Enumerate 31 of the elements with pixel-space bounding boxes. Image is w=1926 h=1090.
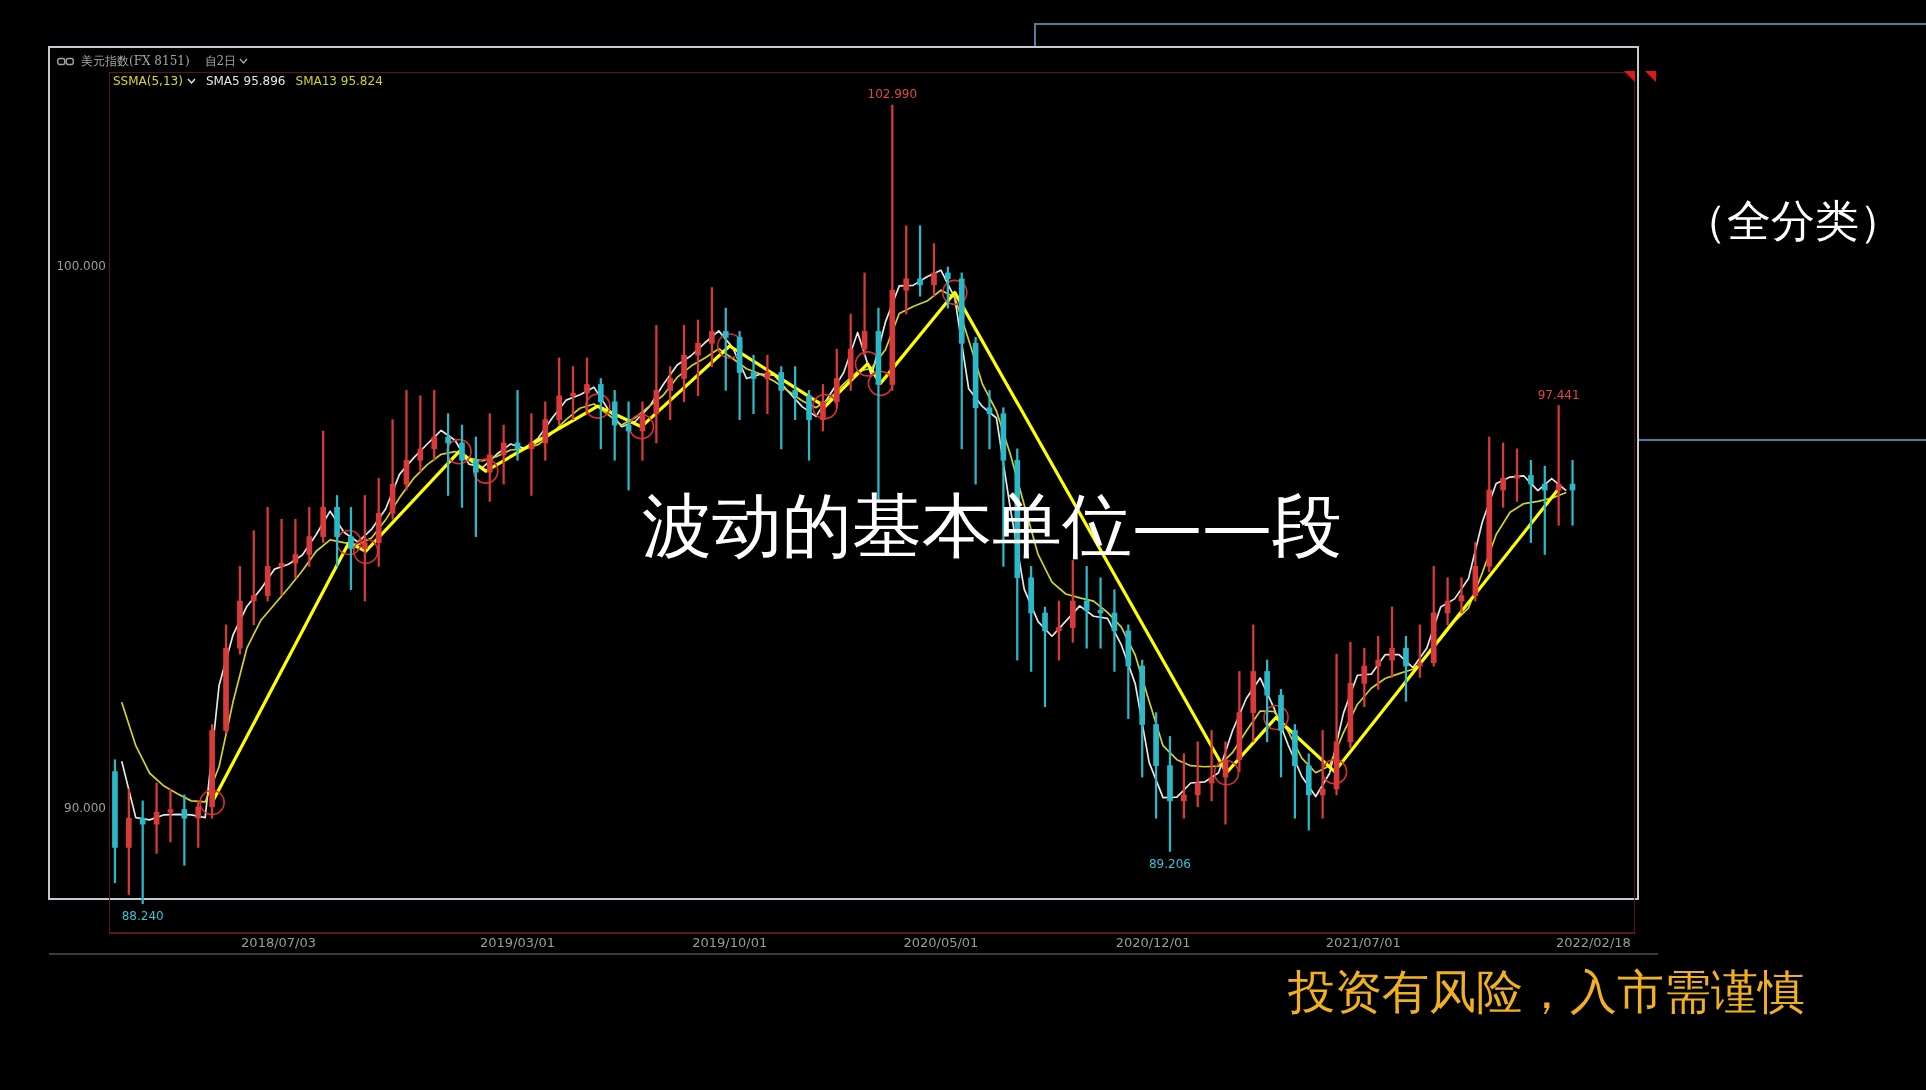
- y-tick-label: 90.000: [64, 800, 106, 815]
- chart-title: 美元指数(FX 8151): [81, 52, 190, 70]
- legend-title: SSMA(5,13): [113, 74, 183, 88]
- x-tick-label: 2018/07/03: [241, 935, 317, 951]
- annotation: 88.240: [121, 908, 164, 923]
- text: 投资有风险，入市需谨慎: [1288, 964, 1805, 1019]
- point: [812, 393, 838, 420]
- x-tick-label: 2021/07/01: [1325, 935, 1401, 951]
- legend-label: SMA5 95.896: [205, 74, 286, 88]
- point: [353, 538, 379, 565]
- point: [628, 413, 655, 440]
- point: [446, 438, 472, 465]
- text: SMA13 95.824: [295, 74, 383, 88]
- y-tick-label: 100.000: [56, 259, 106, 274]
- point: [1213, 759, 1240, 786]
- point: [1263, 704, 1289, 731]
- point: [472, 458, 499, 484]
- annotation: 89.206: [1148, 856, 1191, 871]
- point: [199, 789, 225, 816]
- annotation: 97.441: [1537, 387, 1580, 402]
- text: （全分类）: [1683, 195, 1903, 246]
- point: [942, 279, 968, 306]
- chart-subtitle: 自2日: [204, 52, 237, 70]
- point: [336, 529, 362, 556]
- annotation: 102.990: [867, 87, 918, 102]
- x-tick-label: 2019/03/01: [480, 935, 555, 951]
- x-tick-label: 2020/05/01: [903, 935, 979, 951]
- point: [585, 393, 611, 419]
- x-tick-label: 2022/02/18: [1555, 935, 1631, 951]
- x-tick-label: 2019/10/01: [692, 935, 768, 951]
- x-tick-label: 2020/12/01: [1115, 935, 1191, 951]
